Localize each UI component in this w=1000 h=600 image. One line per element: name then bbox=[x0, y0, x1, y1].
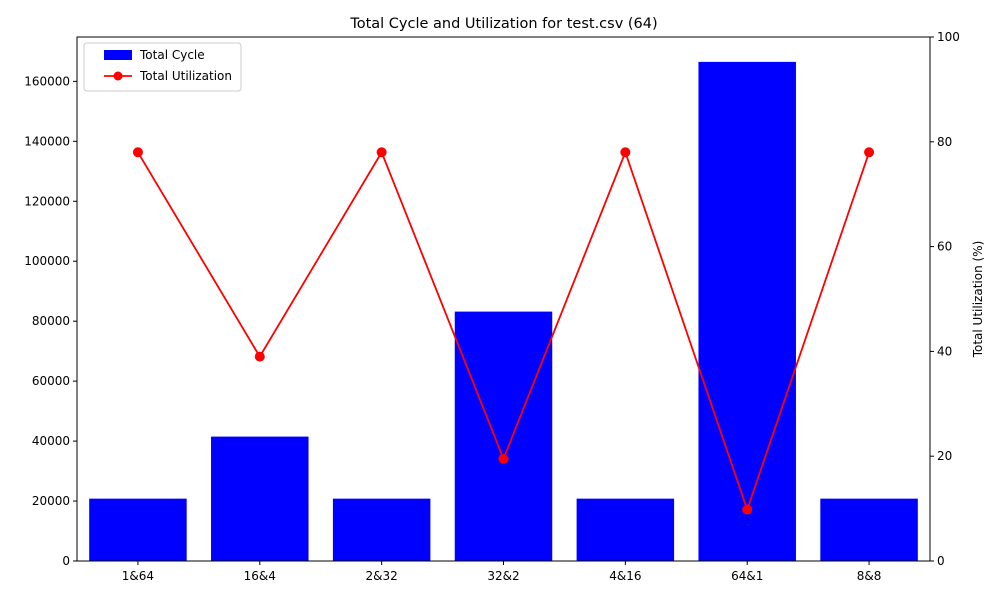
left-tick-label: 160000 bbox=[24, 74, 70, 88]
right-tick-label: 60 bbox=[937, 240, 952, 254]
left-tick-label: 80000 bbox=[32, 314, 70, 328]
bar-series bbox=[89, 61, 918, 561]
x-tick-label: 1&64 bbox=[122, 569, 154, 583]
x-tick-label: 2&32 bbox=[366, 569, 398, 583]
x-tick-label: 64&1 bbox=[731, 569, 763, 583]
bar-1&64 bbox=[89, 498, 187, 561]
bar-64&1 bbox=[698, 61, 796, 561]
legend: Total Cycle Total Utilization bbox=[83, 42, 242, 92]
bar-32&2 bbox=[454, 311, 553, 561]
bar-16&4 bbox=[211, 436, 309, 561]
utilization-point-2&32 bbox=[376, 147, 387, 158]
bar-8&8 bbox=[820, 498, 918, 561]
x-tick-label: 8&8 bbox=[857, 569, 882, 583]
left-tick-label: 0 bbox=[62, 554, 70, 568]
legend-marker-swatch bbox=[113, 71, 123, 81]
legend-bar-swatch bbox=[104, 50, 132, 60]
utilization-point-32&2 bbox=[498, 453, 509, 464]
utilization-point-8&8 bbox=[864, 147, 875, 158]
right-axis-label: Total Utilization (%) bbox=[971, 241, 985, 359]
right-tick-label: 20 bbox=[937, 449, 952, 463]
right-tick-label: 100 bbox=[937, 30, 960, 44]
chart-title: Total Cycle and Utilization for test.csv… bbox=[349, 16, 657, 32]
left-tick-label: 140000 bbox=[24, 134, 70, 148]
legend-label-total-utilization: Total Utilization bbox=[139, 69, 232, 83]
x-tick-label: 4&16 bbox=[609, 569, 641, 583]
utilization-point-16&4 bbox=[254, 351, 265, 362]
x-tick-label: 16&4 bbox=[244, 569, 276, 583]
utilization-point-4&16 bbox=[620, 147, 631, 158]
left-tick-label: 120000 bbox=[24, 194, 70, 208]
right-tick-label: 80 bbox=[937, 135, 952, 149]
left-axis-ticks: 0 20000 40000 60000 80000 100000 120000 140000 1… bbox=[24, 74, 77, 568]
left-tick-label: 60000 bbox=[32, 374, 70, 388]
right-tick-label: 0 bbox=[937, 554, 945, 568]
left-tick-label: 40000 bbox=[32, 434, 70, 448]
legend-label-total-cycle: Total Cycle bbox=[139, 48, 205, 62]
left-tick-label: 20000 bbox=[32, 494, 70, 508]
line-series bbox=[132, 147, 875, 515]
left-tick-label: 100000 bbox=[24, 254, 70, 268]
right-tick-label: 40 bbox=[937, 344, 952, 358]
x-axis-ticks: 1&64 16&4 2&32 32&2 4&16 64&1 8&8 bbox=[122, 561, 882, 583]
utilization-point-1&64 bbox=[132, 147, 143, 158]
utilization-point-64&1 bbox=[742, 504, 753, 515]
right-axis-ticks: 0 20 40 60 80 100 bbox=[930, 30, 960, 568]
bar-4&16 bbox=[576, 498, 675, 561]
x-tick-label: 32&2 bbox=[487, 569, 519, 583]
bar-2&32 bbox=[332, 498, 431, 561]
